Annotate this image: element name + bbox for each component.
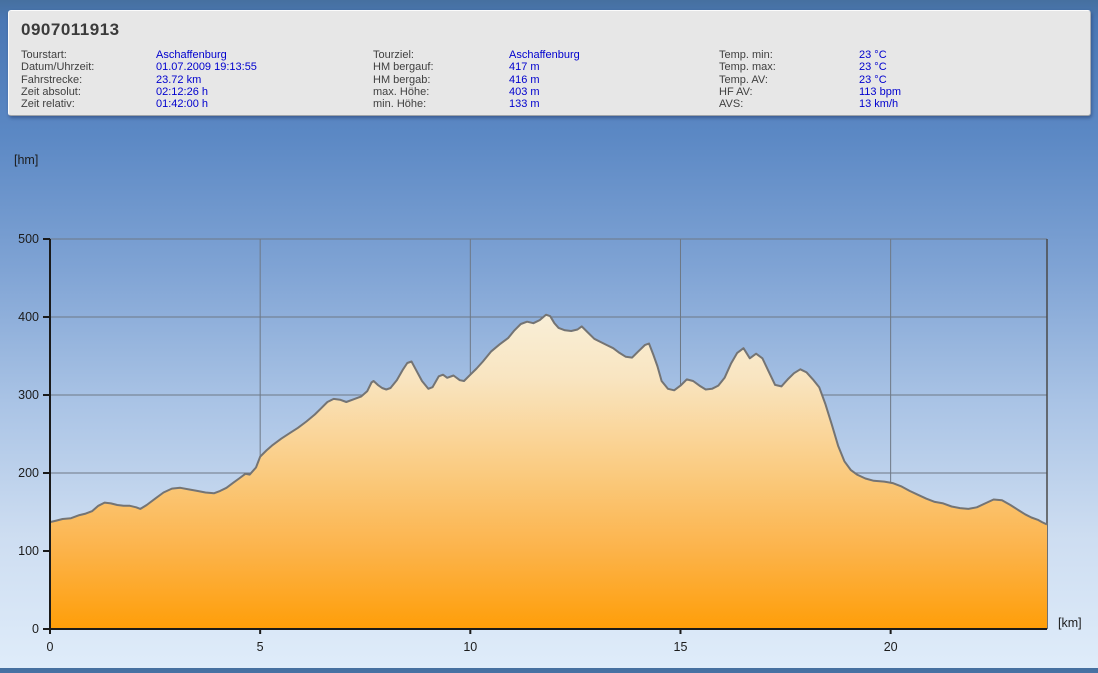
- stat-value: 23 °C: [859, 73, 887, 86]
- stat-row: Zeit relativ: 01:42:00 h: [21, 98, 361, 110]
- elevation-profile-line: [49, 313, 1048, 526]
- elevation-area-fill: [50, 314, 1047, 629]
- y-tick-labels: 0 100 200 300 400 500: [18, 232, 39, 636]
- stat-row: Temp. max: 23 °C: [719, 61, 1059, 73]
- svg-text:300: 300: [18, 388, 39, 402]
- stat-value: 01.07.2009 19:13:55: [156, 61, 257, 74]
- stat-value: 23.72 km: [156, 73, 202, 86]
- stat-label: min. Höhe:: [373, 98, 427, 111]
- stat-label: Temp. max:: [719, 61, 776, 74]
- stat-value: Aschaffenburg: [156, 49, 227, 61]
- stat-label: AVS:: [719, 98, 744, 111]
- stat-label: Temp. min:: [719, 49, 773, 61]
- stat-label: HM bergauf:: [373, 61, 434, 74]
- stat-label: Datum/Uhrzeit:: [21, 61, 95, 74]
- svg-text:5: 5: [257, 640, 264, 654]
- svg-text:15: 15: [674, 640, 688, 654]
- svg-text:200: 200: [18, 466, 39, 480]
- tour-stats-column-3: Temp. min: 23 °C Temp. max: 23 °C Temp. AV: 2…: [719, 49, 1059, 110]
- stat-row: min. Höhe: 133 m: [373, 98, 713, 110]
- tour-id-title: 0907011913: [21, 20, 120, 39]
- tour-stats-column-1: Tourstart: Aschaffenburg Datum/Uhrzeit: 01.…: [21, 49, 361, 110]
- elevation-chart-svg: 0 100 200 300 400 500 0 5 10 15 20 [hm] [km]: [14, 153, 1082, 654]
- stat-label: Tourstart:: [21, 49, 67, 61]
- y-axis-unit-label: [hm]: [14, 153, 38, 167]
- stat-value: Aschaffenburg: [509, 49, 580, 61]
- stat-label: Tourziel:: [373, 49, 414, 61]
- stat-label: HF AV:: [719, 85, 753, 98]
- stat-row: HM bergab: 416 m: [373, 74, 713, 86]
- stat-row: Zeit absolut: 02:12:26 h: [21, 86, 361, 98]
- stat-value: 417 m: [509, 61, 540, 74]
- stat-value: 113 bpm: [859, 85, 901, 98]
- stat-value: 01:42:00 h: [156, 98, 208, 111]
- tour-summary-panel: 0907011913 Tourstart: Aschaffenburg Datum/…: [8, 10, 1091, 116]
- stat-row: Temp. AV: 23 °C: [719, 74, 1059, 86]
- x-axis-unit-label: [km]: [1058, 616, 1082, 630]
- stat-value: 23 °C: [859, 49, 887, 61]
- stat-label: Temp. AV:: [719, 73, 768, 86]
- svg-text:0: 0: [32, 622, 39, 636]
- stat-value: 403 m: [509, 85, 540, 98]
- stat-row: Temp. min: 23 °C: [719, 49, 1059, 61]
- stat-value: 416 m: [509, 73, 540, 86]
- stat-row: HM bergauf: 417 m: [373, 61, 713, 73]
- elevation-chart: 0 100 200 300 400 500 0 5 10 15 20 [hm] [km]: [0, 128, 1098, 668]
- stat-label: HM bergab:: [373, 73, 431, 86]
- stat-row: Tourstart: Aschaffenburg: [21, 49, 361, 61]
- tour-stats-column-2: Tourziel: Aschaffenburg HM bergauf: 417 m HM…: [373, 49, 713, 110]
- stat-value: 133 m: [509, 98, 540, 111]
- stat-row: max. Höhe: 403 m: [373, 86, 713, 98]
- stat-label: max. Höhe:: [373, 85, 430, 98]
- stat-label: Zeit relativ:: [21, 98, 75, 111]
- x-tick-labels: 0 5 10 15 20: [47, 640, 898, 654]
- svg-text:400: 400: [18, 310, 39, 324]
- svg-text:20: 20: [884, 640, 898, 654]
- stat-row: HF AV: 113 bpm: [719, 86, 1059, 98]
- svg-text:500: 500: [18, 232, 39, 246]
- svg-text:0: 0: [47, 640, 54, 654]
- svg-text:10: 10: [463, 640, 477, 654]
- stat-value: 13 km/h: [859, 98, 899, 111]
- stat-row: Datum/Uhrzeit: 01.07.2009 19:13:55: [21, 61, 361, 73]
- svg-text:100: 100: [18, 544, 39, 558]
- stat-row: Fahrstrecke: 23.72 km: [21, 74, 361, 86]
- stat-row: Tourziel: Aschaffenburg: [373, 49, 713, 61]
- stat-value: 23 °C: [859, 61, 887, 74]
- stat-value: 02:12:26 h: [156, 85, 208, 98]
- axes: [43, 238, 1047, 634]
- stat-label: Zeit absolut:: [21, 85, 81, 98]
- stat-label: Fahrstrecke:: [21, 73, 83, 86]
- stat-row: AVS: 13 km/h: [719, 98, 1059, 110]
